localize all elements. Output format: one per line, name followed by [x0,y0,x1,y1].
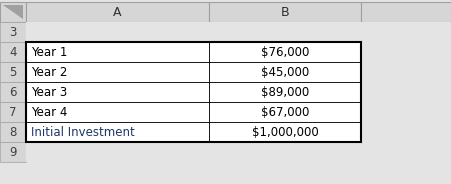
Text: Year 2: Year 2 [31,66,67,79]
Bar [0,102,26,122]
Bar [209,22,361,42]
Text: 7: 7 [9,105,17,118]
Text: Year 3: Year 3 [31,86,67,98]
Bar [361,142,451,162]
Text: $89,000: $89,000 [261,86,309,98]
Bar [209,122,361,142]
Bar [361,122,451,142]
Bar [26,142,209,162]
Bar [0,82,26,102]
Bar [0,2,26,22]
Bar [26,42,361,142]
Text: 6: 6 [9,86,17,98]
Text: 3: 3 [9,26,17,38]
Bar [26,62,209,82]
Bar [0,122,26,142]
Bar [26,22,209,42]
Bar [26,42,209,62]
Text: Year 1: Year 1 [31,45,67,59]
Text: A: A [113,6,122,19]
Bar [209,42,361,62]
Text: Initial Investment: Initial Investment [31,125,135,139]
Bar [0,62,26,82]
Text: $45,000: $45,000 [261,66,309,79]
Text: 5: 5 [9,66,17,79]
Bar [209,142,361,162]
Text: $67,000: $67,000 [261,105,309,118]
Bar [209,102,361,122]
Bar [361,42,451,62]
Bar [26,122,209,142]
Bar [361,62,451,82]
Bar [209,2,361,22]
Bar [0,142,26,162]
Bar [26,82,209,102]
Text: B: B [281,6,289,19]
Bar [26,102,209,122]
Bar [209,82,361,102]
Bar [361,2,451,22]
Bar [361,22,451,42]
Polygon shape [3,5,23,19]
Text: $1,000,000: $1,000,000 [252,125,318,139]
Bar [26,2,209,22]
Bar [0,22,26,42]
Bar [0,42,26,62]
Bar [361,82,451,102]
Text: 9: 9 [9,146,17,158]
Bar [209,62,361,82]
Text: $76,000: $76,000 [261,45,309,59]
Text: 4: 4 [9,45,17,59]
Text: 8: 8 [9,125,17,139]
Text: Year 4: Year 4 [31,105,67,118]
Bar [361,102,451,122]
